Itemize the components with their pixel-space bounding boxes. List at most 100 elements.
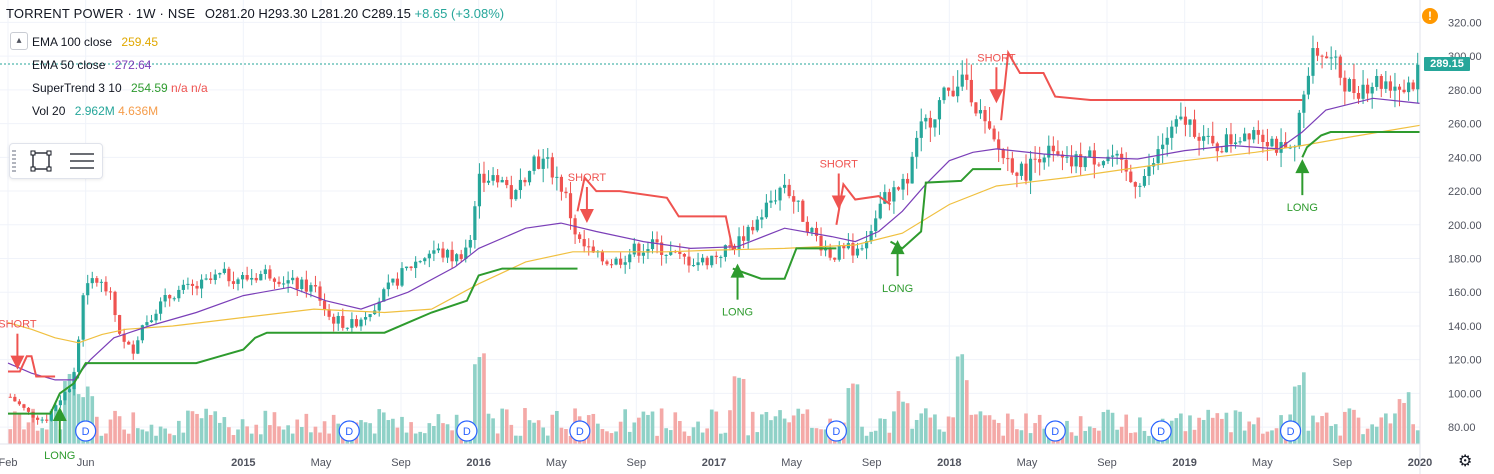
volume-bar xyxy=(441,423,445,444)
candle-body xyxy=(486,180,491,183)
candle-body xyxy=(90,278,94,284)
candle-body xyxy=(1315,48,1320,56)
volume-bar xyxy=(659,408,664,444)
candle-body xyxy=(199,279,204,289)
candle-body xyxy=(1347,79,1351,92)
volume-bar xyxy=(942,431,946,444)
legend-ema50[interactable]: EMA 50 close 272.64 xyxy=(32,58,151,72)
candle-body xyxy=(1325,56,1329,59)
volume-bar xyxy=(167,433,172,444)
candle-body xyxy=(987,121,992,129)
candle-body xyxy=(363,317,368,320)
candle-body xyxy=(172,298,176,300)
dividend-marker xyxy=(1044,420,1066,442)
hamburger-icon[interactable] xyxy=(68,150,96,172)
chevron-up-icon[interactable]: ▴ xyxy=(10,32,28,50)
legend-volume[interactable]: Vol 20 2.962M 4.636M xyxy=(32,104,158,118)
candle-body xyxy=(732,245,737,250)
candle-body xyxy=(691,265,696,267)
volume-bar xyxy=(1165,435,1170,444)
x-tick-label: May xyxy=(311,457,332,469)
volume-bar xyxy=(796,408,801,444)
candle-body xyxy=(22,404,26,408)
candle-body xyxy=(99,281,103,283)
volume-bar xyxy=(1065,420,1069,444)
volume-bar xyxy=(418,431,423,444)
volume-bar xyxy=(386,420,391,444)
candle-body xyxy=(450,249,454,262)
candle-body xyxy=(783,184,787,188)
candle-body xyxy=(778,187,782,201)
volume-bar xyxy=(99,435,104,444)
candle-body xyxy=(1033,158,1037,160)
volume-bar xyxy=(851,383,855,444)
rectangle-icon[interactable] xyxy=(30,150,52,172)
volume-bar xyxy=(1406,392,1411,444)
x-tick-label: Feb xyxy=(0,457,17,469)
warning-icon[interactable]: ! xyxy=(1422,8,1438,24)
candle-body xyxy=(1238,141,1242,143)
drag-handle[interactable] xyxy=(12,150,16,172)
volume-bar xyxy=(896,391,901,444)
candle-body xyxy=(1060,154,1065,158)
volume-bar xyxy=(1374,426,1379,444)
y-tick-label: 180.00 xyxy=(1448,254,1482,266)
candle-body xyxy=(997,139,1001,150)
volume-bar xyxy=(1138,417,1142,444)
candle-body xyxy=(792,196,796,202)
candle-body xyxy=(609,264,614,266)
candle-body xyxy=(1256,130,1260,135)
volume-bar xyxy=(245,426,249,444)
volume-bar xyxy=(117,416,122,444)
volume-bar xyxy=(1033,423,1037,444)
candle-body xyxy=(1120,153,1124,160)
candle-body xyxy=(272,278,277,282)
volume-bar xyxy=(377,409,382,444)
volume-bar xyxy=(1256,417,1261,444)
dividend-letter: D xyxy=(463,426,471,438)
gear-icon[interactable]: ⚙ xyxy=(1458,453,1473,470)
candle-body xyxy=(1338,56,1342,78)
candle-body xyxy=(1124,159,1128,172)
candle-body xyxy=(819,235,823,251)
volume-bar xyxy=(1329,425,1334,444)
volume-bar xyxy=(632,422,637,444)
volume-bar xyxy=(855,384,860,444)
volume-bar xyxy=(933,414,937,444)
candle-body xyxy=(1206,135,1210,137)
volume-bar xyxy=(723,432,728,444)
candle-body xyxy=(641,252,645,256)
candle-body xyxy=(122,333,126,342)
dividend-letter: D xyxy=(576,426,584,438)
volume-bar xyxy=(258,434,263,444)
volume-bar xyxy=(409,422,413,444)
candle-body xyxy=(240,275,245,280)
dividend-marker xyxy=(338,420,360,442)
candle-body xyxy=(874,218,878,232)
candle-body xyxy=(427,253,431,259)
candle-body xyxy=(318,286,322,301)
candle-body xyxy=(1247,133,1251,140)
volume-bar xyxy=(459,435,464,444)
volume-bar xyxy=(964,380,969,444)
volume-bar xyxy=(951,417,955,444)
candle-body xyxy=(1156,149,1160,164)
candle-body xyxy=(805,221,809,233)
candle-body xyxy=(464,247,468,259)
time-axis[interactable]: Feb Jun 2015 May Sep 2016 May Sep 2017 May Sep 2018… xyxy=(0,457,1432,469)
symbol-title[interactable]: TORRENT POWER · 1W · NSE xyxy=(6,6,196,21)
candle-body xyxy=(213,274,217,280)
dividend-letter: D xyxy=(1051,426,1059,438)
legend-supertrend[interactable]: SuperTrend 3 10 254.59 n/a n/a xyxy=(32,81,208,95)
short-arrow xyxy=(831,195,846,210)
volume-bar xyxy=(1092,428,1097,444)
supertrend-short xyxy=(576,175,734,251)
volume-bar xyxy=(1001,435,1006,444)
volume-bar xyxy=(819,429,823,444)
candle-body xyxy=(77,339,81,372)
legend-ema100[interactable]: EMA 100 close 259.45 xyxy=(32,35,158,49)
volume-bar xyxy=(664,428,668,444)
